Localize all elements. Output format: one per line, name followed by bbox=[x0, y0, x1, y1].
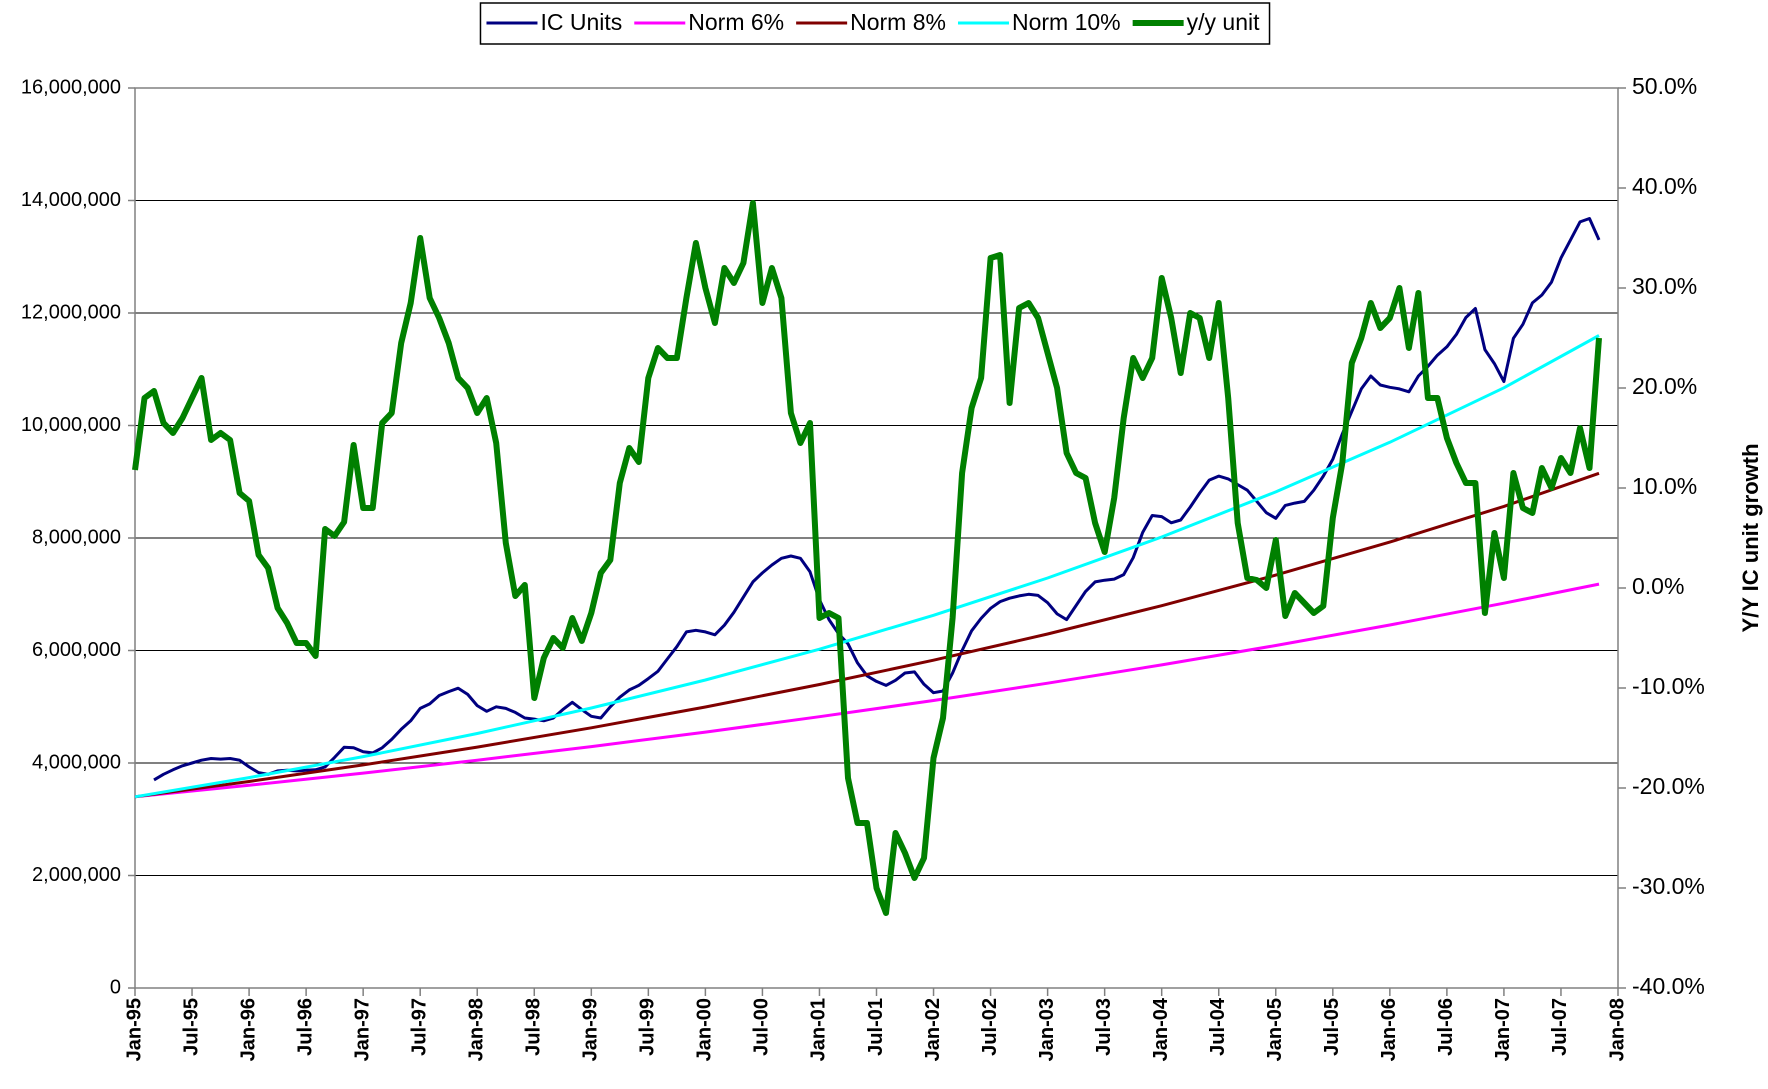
x-tick-label: Jan-98 bbox=[466, 998, 488, 1061]
y-tick-label: 8,000,000 bbox=[32, 526, 121, 548]
x-tick-label: Jan-02 bbox=[922, 998, 944, 1061]
y2-tick-label: 50.0% bbox=[1632, 73, 1697, 99]
x-tick-label: Jul-06 bbox=[1435, 998, 1457, 1056]
y2-tick-label: -10.0% bbox=[1632, 673, 1705, 699]
y-tick-label: 6,000,000 bbox=[32, 639, 121, 661]
x-tick-label: Jan-00 bbox=[694, 998, 716, 1061]
x-tick-label: Jul-02 bbox=[979, 998, 1001, 1056]
series-line bbox=[134, 582, 1600, 799]
x-tick-label: Jan-95 bbox=[123, 998, 145, 1061]
x-tick-label: Jul-07 bbox=[1549, 998, 1571, 1056]
x-tick-label: Jul-97 bbox=[408, 998, 430, 1056]
y-tick-label: 16,000,000 bbox=[21, 76, 121, 98]
x-tick-label: Jul-04 bbox=[1207, 997, 1229, 1056]
y-tick-label: 14,000,000 bbox=[21, 189, 121, 211]
y2-tick-label: 10.0% bbox=[1632, 473, 1697, 499]
legend-label: Norm 6% bbox=[688, 9, 784, 35]
x-tick-label: Jul-96 bbox=[294, 998, 316, 1056]
x-tick-label: Jan-05 bbox=[1264, 998, 1286, 1061]
y2-tick-label: -30.0% bbox=[1632, 873, 1705, 899]
y2-tick-label: -20.0% bbox=[1632, 773, 1705, 799]
y2-tick-label: 40.0% bbox=[1632, 173, 1697, 199]
y-tick-label: 2,000,000 bbox=[32, 864, 121, 886]
x-tick-label: Jul-01 bbox=[865, 998, 887, 1056]
x-tick-label: Jan-06 bbox=[1378, 998, 1400, 1061]
legend: IC Units Norm 6% Norm 8% Norm 10% y/y unit bbox=[479, 2, 1271, 45]
x-tick-label: Jan-01 bbox=[808, 998, 830, 1061]
y-tick-label: 10,000,000 bbox=[21, 414, 121, 436]
series-line bbox=[153, 217, 1601, 782]
x-tick-label: Jan-03 bbox=[1036, 998, 1058, 1061]
y2-tick-label: 30.0% bbox=[1632, 273, 1697, 299]
x-tick-label: Jan-97 bbox=[351, 998, 373, 1061]
x-tick-label: Jan-96 bbox=[237, 998, 259, 1061]
y-tick-label: 4,000,000 bbox=[32, 751, 121, 773]
x-tick-label: Jul-05 bbox=[1321, 998, 1343, 1056]
x-tick-label: Jul-99 bbox=[637, 998, 659, 1056]
legend-label: IC Units bbox=[540, 9, 622, 35]
series-line bbox=[132, 200, 1602, 916]
legend-label: y/y unit bbox=[1187, 9, 1260, 35]
series-line bbox=[134, 334, 1600, 799]
y2-tick-label: 20.0% bbox=[1632, 373, 1697, 399]
y2-axis-title: Y/Y IC unit growth bbox=[1738, 443, 1763, 632]
x-tick-label: Jan-99 bbox=[580, 998, 602, 1061]
y-tick-label: 0 bbox=[110, 976, 121, 998]
y2-tick-label: 0.0% bbox=[1632, 573, 1684, 599]
plot-frame bbox=[134, 87, 1619, 989]
x-tick-label: Jul-95 bbox=[180, 998, 202, 1056]
legend-label: Norm 10% bbox=[1012, 9, 1121, 35]
legend-label: Norm 8% bbox=[850, 9, 946, 35]
x-tick-label: Jul-00 bbox=[751, 998, 773, 1056]
series-line bbox=[134, 471, 1600, 799]
y2-tick-label: -40.0% bbox=[1632, 973, 1705, 999]
x-tick-label: Jan-07 bbox=[1492, 998, 1514, 1061]
y-tick-label: 12,000,000 bbox=[21, 301, 121, 323]
x-tick-label: Jan-08 bbox=[1606, 998, 1628, 1061]
x-tick-label: Jul-03 bbox=[1093, 998, 1115, 1056]
x-tick-label: Jan-04 bbox=[1150, 997, 1172, 1061]
x-tick-label: Jul-98 bbox=[523, 998, 545, 1056]
